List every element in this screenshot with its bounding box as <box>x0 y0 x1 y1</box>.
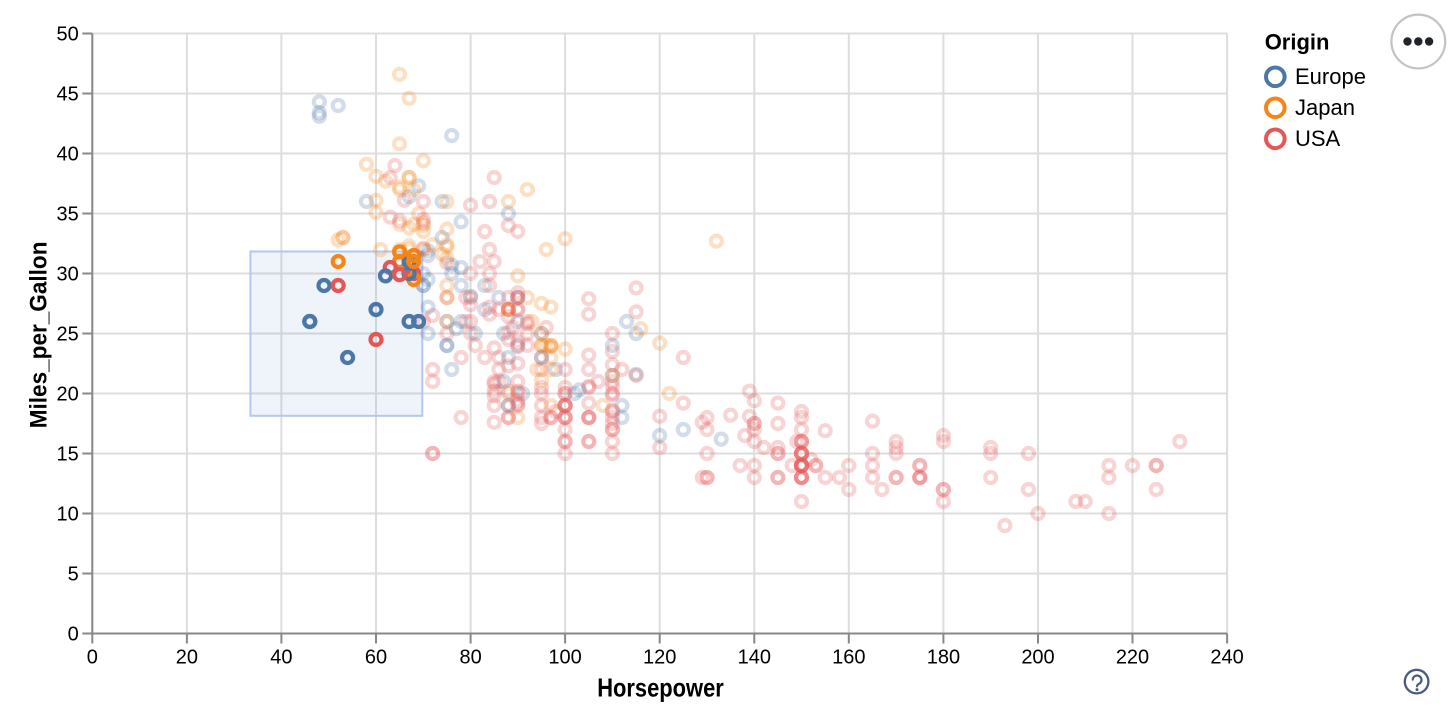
svg-text:Origin: Origin <box>1265 29 1330 54</box>
svg-text:0: 0 <box>87 647 98 669</box>
svg-text:35: 35 <box>57 203 79 225</box>
svg-text:45: 45 <box>57 83 79 105</box>
svg-text:40: 40 <box>270 647 292 669</box>
svg-text:Japan: Japan <box>1295 95 1355 120</box>
svg-text:140: 140 <box>738 647 771 669</box>
svg-text:40: 40 <box>57 143 79 165</box>
svg-text:25: 25 <box>57 323 79 345</box>
svg-text:Horsepower: Horsepower <box>597 674 724 703</box>
svg-text:15: 15 <box>57 443 79 465</box>
svg-text:240: 240 <box>1210 647 1243 669</box>
svg-text:USA: USA <box>1295 126 1341 151</box>
svg-text:0: 0 <box>68 623 79 645</box>
svg-text:Miles_per_Gallon: Miles_per_Gallon <box>25 242 52 429</box>
svg-text:20: 20 <box>176 647 198 669</box>
svg-text:220: 220 <box>1116 647 1149 669</box>
svg-text:160: 160 <box>832 647 865 669</box>
svg-text:Europe: Europe <box>1295 64 1366 89</box>
svg-text:80: 80 <box>459 647 481 669</box>
svg-text:10: 10 <box>57 503 79 525</box>
svg-text:60: 60 <box>365 647 387 669</box>
svg-text:120: 120 <box>643 647 676 669</box>
svg-text:100: 100 <box>548 647 581 669</box>
svg-text:180: 180 <box>927 647 960 669</box>
svg-text:30: 30 <box>57 263 79 285</box>
svg-text:20: 20 <box>57 383 79 405</box>
svg-text:5: 5 <box>68 563 79 585</box>
svg-text:50: 50 <box>57 23 79 45</box>
svg-text:200: 200 <box>1021 647 1054 669</box>
